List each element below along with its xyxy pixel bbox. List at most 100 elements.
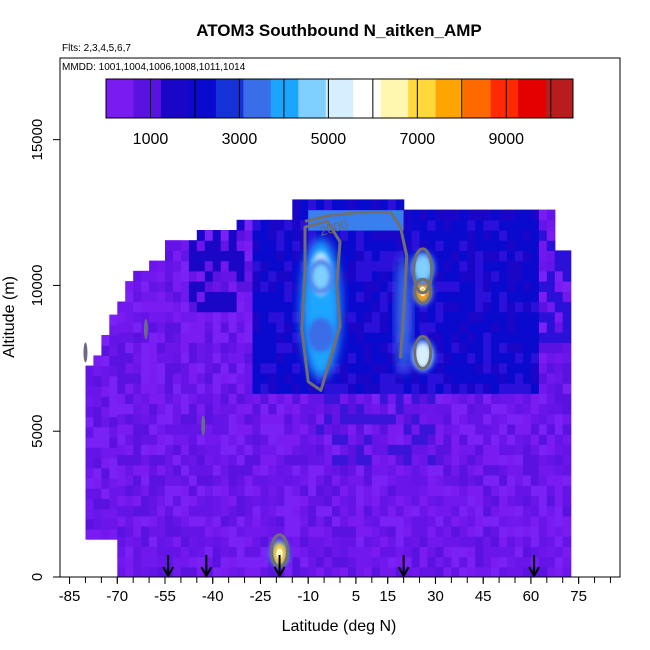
heatmap-cell	[554, 383, 564, 394]
heatmap-cell	[387, 444, 397, 456]
sample-arrow-head	[162, 566, 175, 579]
heatmap-cell	[499, 321, 508, 333]
heatmap-cell	[173, 352, 182, 364]
heatmap-cell	[507, 474, 516, 486]
heatmap-cell	[419, 495, 429, 507]
heatmap-cell	[538, 362, 548, 374]
colorbar-swatch	[133, 79, 162, 118]
heatmap-cell	[212, 230, 222, 241]
heatmap-cell	[530, 270, 540, 282]
heatmap-cell	[443, 464, 452, 476]
heatmap-cell	[173, 342, 182, 354]
colorbar-frame	[105, 78, 574, 119]
heatmap-cell	[562, 566, 572, 577]
heatmap-cell	[157, 526, 166, 537]
heatmap-cell	[204, 270, 214, 282]
heatmap-cell	[188, 474, 198, 486]
heatmap-cell	[149, 536, 158, 547]
heatmap-cell	[188, 393, 198, 405]
heatmap-cell	[220, 291, 230, 303]
heatmap-cell	[443, 474, 452, 486]
heatmap-cell	[228, 291, 238, 303]
heatmap-cell	[308, 434, 317, 445]
heatmap-cell	[125, 372, 134, 384]
heatmap-cell	[85, 518, 95, 530]
heatmap-cell	[204, 423, 214, 435]
heatmap-cell	[252, 566, 262, 577]
heatmap-cell	[515, 485, 524, 496]
heatmap-cell	[165, 413, 174, 425]
heatmap-cell	[260, 230, 270, 241]
heatmap-cell	[340, 393, 349, 405]
heatmap-cell	[554, 291, 564, 303]
heatmap-cell	[204, 434, 214, 445]
heatmap-cell	[443, 403, 452, 415]
heatmap-cell	[308, 383, 317, 394]
heatmap-cell	[443, 230, 452, 241]
heatmap-cell	[196, 403, 206, 415]
heatmap-cell	[411, 311, 421, 323]
heatmap-cell	[475, 281, 484, 292]
heatmap-cell	[459, 515, 468, 527]
heatmap-cell	[379, 199, 389, 211]
heatmap-cell	[371, 434, 381, 445]
heatmap-cell	[220, 372, 230, 384]
heatmap-cell	[85, 528, 95, 540]
heatmap-cell	[363, 270, 373, 282]
heatmap-cell	[101, 457, 110, 469]
heatmap-cell	[133, 434, 142, 445]
heatmap-cell	[530, 311, 540, 323]
heatmap-cell	[530, 546, 540, 558]
heatmap-cell	[523, 362, 532, 374]
heatmap-cell	[387, 260, 397, 272]
heatmap-cell	[165, 311, 174, 323]
heatmap-cell	[459, 536, 468, 547]
heatmap-cell	[332, 362, 341, 374]
x-axis: -85 -70 -55 -40 -25 -10 5 15 30 45 60 75	[59, 577, 611, 605]
heatmap-cell	[196, 250, 206, 262]
heatmap-cell	[467, 454, 476, 466]
heatmap-cell	[157, 464, 166, 476]
heatmap-cell	[340, 413, 349, 425]
heatmap-cell	[292, 464, 301, 476]
heatmap-cell	[165, 291, 174, 303]
heatmap-cell	[355, 219, 365, 231]
heatmap-cell	[363, 464, 373, 476]
heatmap-cell	[228, 393, 238, 405]
heatmap-cell	[546, 209, 556, 221]
heatmap-cell	[515, 413, 524, 425]
heatmap-cell	[157, 546, 166, 558]
heatmap-cell	[411, 474, 421, 486]
heatmap-cell	[149, 474, 158, 486]
heatmap-cell	[443, 536, 452, 547]
heatmap-cell	[196, 311, 206, 323]
heatmap-cell	[125, 464, 134, 476]
heatmap-cell	[125, 342, 134, 354]
heatmap-cell	[204, 546, 214, 558]
heatmap-cell	[363, 546, 373, 558]
heatmap-cell	[467, 362, 476, 374]
heatmap-cell	[371, 454, 381, 466]
heatmap-cell	[157, 291, 166, 303]
heatmap-cell	[252, 526, 262, 537]
heatmap-cell	[530, 413, 540, 425]
heatmap-cell	[483, 515, 492, 527]
heatmap-cell	[435, 423, 445, 435]
heatmap-cell	[451, 291, 460, 303]
heatmap-cell	[149, 321, 158, 333]
heatmap-cell	[252, 311, 262, 323]
contour-line	[304, 211, 409, 359]
heatmap-cell	[554, 372, 564, 384]
heatmap-cell	[236, 362, 246, 374]
heatmap-cell	[435, 270, 445, 282]
heatmap-cell	[220, 444, 230, 456]
heatmap-cell	[499, 219, 508, 231]
heatmap-cell	[467, 281, 476, 292]
heatmap-cell	[308, 413, 317, 425]
heatmap-cell	[562, 454, 572, 466]
heatmap-cell	[562, 383, 572, 394]
x-tick-label: -25	[250, 588, 272, 605]
heatmap-cell	[220, 321, 230, 333]
heatmap-cell	[332, 423, 341, 435]
heatmap-cell	[220, 495, 230, 507]
